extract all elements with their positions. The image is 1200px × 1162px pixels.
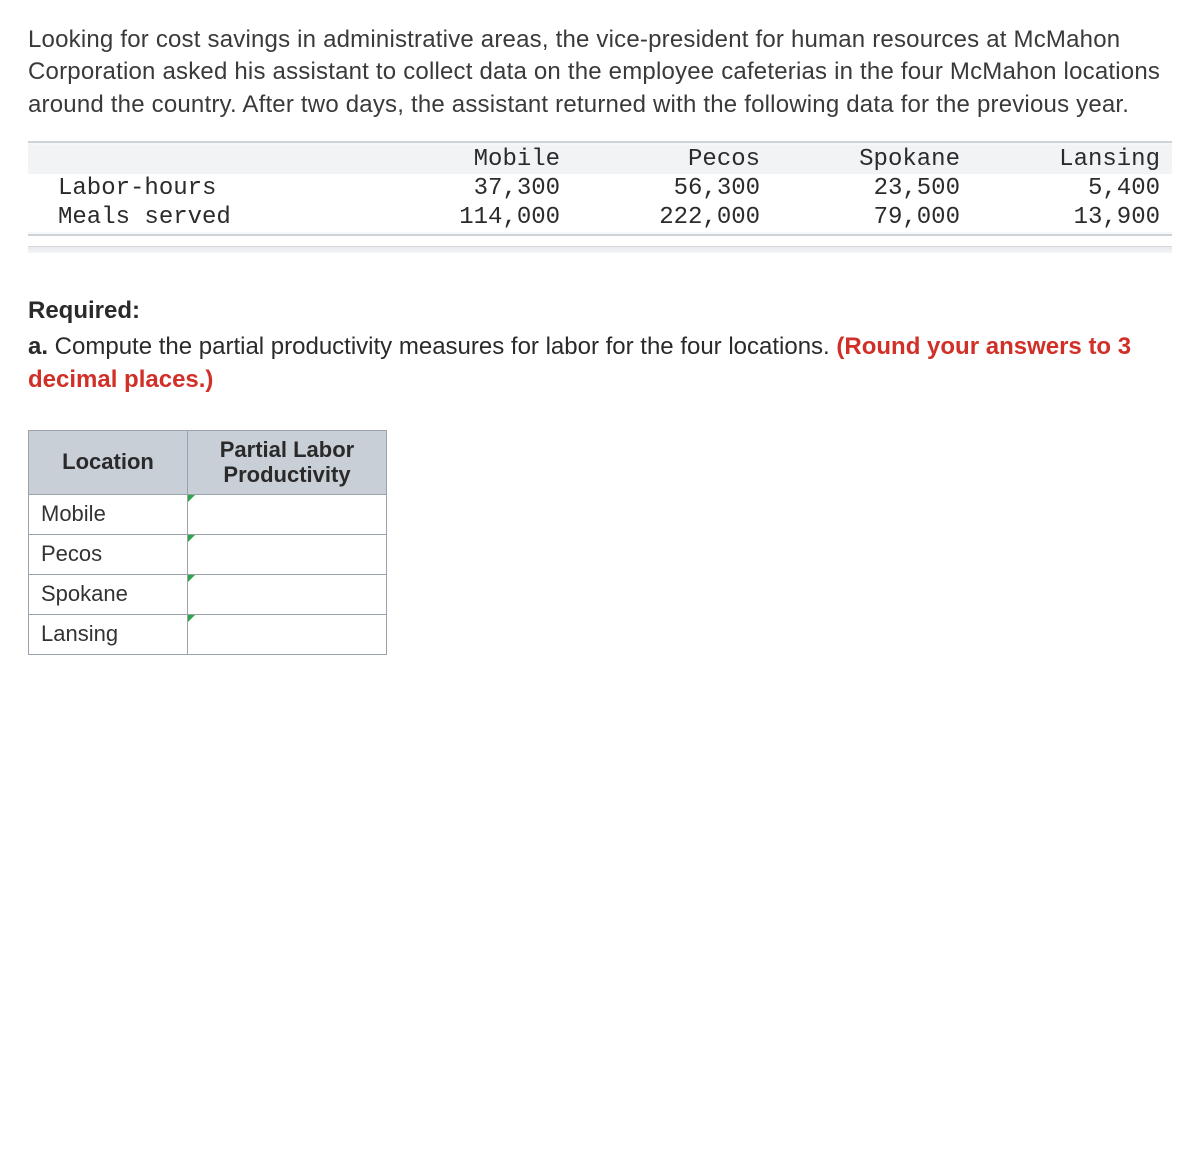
answer-cell-lansing[interactable] — [188, 614, 387, 654]
answer-input-mobile[interactable] — [188, 495, 386, 534]
problem-intro: Looking for cost savings in administrati… — [28, 24, 1172, 121]
answer-row-spokane: Spokane — [29, 574, 387, 614]
answer-cell-mobile[interactable] — [188, 494, 387, 534]
answer-label-pecos: Pecos — [29, 534, 188, 574]
answer-label-spokane: Spokane — [29, 574, 188, 614]
answer-header-location: Location — [29, 430, 188, 494]
question-a-prefix: a. — [28, 333, 48, 360]
input-marker-icon — [188, 495, 195, 502]
required-heading: Required: — [28, 297, 1172, 325]
answer-row-mobile: Mobile — [29, 494, 387, 534]
cell-labor-mobile: 37,300 — [372, 174, 572, 203]
data-table-bottom-shadow — [28, 246, 1172, 253]
answer-label-mobile: Mobile — [29, 494, 188, 534]
col-lansing: Lansing — [972, 145, 1172, 174]
answer-input-spokane[interactable] — [188, 575, 386, 614]
question-a: a. Compute the partial productivity meas… — [28, 331, 1172, 396]
answer-header-productivity-text: Partial Labor Productivity — [220, 437, 354, 487]
row-label-meals: Meals served — [28, 203, 372, 232]
answer-table-header-row: Location Partial Labor Productivity — [29, 430, 387, 494]
cell-labor-spokane: 23,500 — [772, 174, 972, 203]
cell-meals-spokane: 79,000 — [772, 203, 972, 232]
answer-input-lansing[interactable] — [188, 615, 386, 654]
input-marker-icon — [188, 535, 195, 542]
input-marker-icon — [188, 575, 195, 582]
answer-cell-pecos[interactable] — [188, 534, 387, 574]
answer-input-pecos[interactable] — [188, 535, 386, 574]
data-table-container: Mobile Pecos Spokane Lansing Labor-hours… — [28, 141, 1172, 236]
cell-meals-pecos: 222,000 — [572, 203, 772, 232]
col-pecos: Pecos — [572, 145, 772, 174]
answer-row-pecos: Pecos — [29, 534, 387, 574]
question-a-text: Compute the partial productivity measure… — [48, 333, 836, 360]
answer-table: Location Partial Labor Productivity Mobi… — [28, 430, 387, 655]
cell-meals-lansing: 13,900 — [972, 203, 1172, 232]
data-table-blank-header — [28, 145, 372, 174]
cafeteria-data-table: Mobile Pecos Spokane Lansing Labor-hours… — [28, 145, 1172, 232]
cell-labor-pecos: 56,300 — [572, 174, 772, 203]
data-row-labor-hours: Labor-hours 37,300 56,300 23,500 5,400 — [28, 174, 1172, 203]
answer-cell-spokane[interactable] — [188, 574, 387, 614]
cell-labor-lansing: 5,400 — [972, 174, 1172, 203]
required-label: Required: — [28, 297, 140, 324]
col-mobile: Mobile — [372, 145, 572, 174]
data-row-meals-served: Meals served 114,000 222,000 79,000 13,9… — [28, 203, 1172, 232]
data-table-header-row: Mobile Pecos Spokane Lansing — [28, 145, 1172, 174]
input-marker-icon — [188, 615, 195, 622]
col-spokane: Spokane — [772, 145, 972, 174]
cell-meals-mobile: 114,000 — [372, 203, 572, 232]
row-label-labor: Labor-hours — [28, 174, 372, 203]
answer-row-lansing: Lansing — [29, 614, 387, 654]
answer-label-lansing: Lansing — [29, 614, 188, 654]
answer-header-productivity: Partial Labor Productivity — [188, 430, 387, 494]
